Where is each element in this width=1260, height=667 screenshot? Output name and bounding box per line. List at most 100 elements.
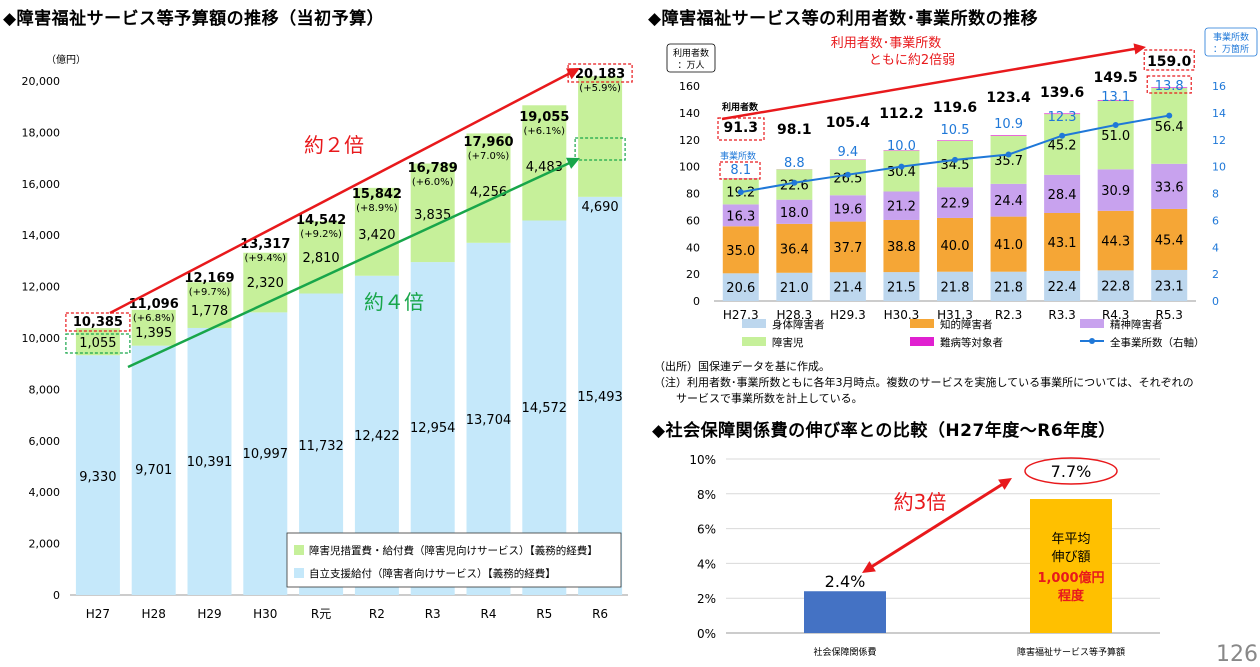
left-top-value-label: 1,778 <box>191 304 228 319</box>
right-right-y-tick: 14 <box>1212 107 1226 120</box>
right-total-label: 159.0 <box>1147 54 1192 70</box>
right-offices-label: 10.9 <box>994 117 1023 132</box>
right-segment-value-label: 43.1 <box>1048 236 1077 251</box>
right-annotation-line2: ともに約2倍弱 <box>869 53 955 68</box>
right-left-y-tick: 120 <box>679 134 700 147</box>
left-top-value-label: 4,690 <box>581 200 618 215</box>
right-offices-point <box>1059 133 1065 139</box>
right-users-label: 利用者数 <box>721 101 759 113</box>
left-base-value-label: 9,701 <box>135 463 172 478</box>
right-offices-point <box>952 157 958 163</box>
left-growth-label: (+9.7%) <box>189 287 231 298</box>
right-total-label: 149.5 <box>1094 70 1138 86</box>
right-offices-tag: 事業所数 <box>720 150 756 162</box>
bottom-y-tick: 6% <box>697 523 716 537</box>
left-unit-label: （億円） <box>46 53 86 66</box>
right-left-y-tick: 20 <box>686 268 700 281</box>
bottom-y-tick: 8% <box>697 488 716 502</box>
right-segment-value-label: 21.8 <box>941 280 970 295</box>
right-offices-point <box>791 180 797 186</box>
left-growth-label: (+9.2%) <box>300 229 342 240</box>
left-y-tick: 14,000 <box>22 229 61 242</box>
left-x-tick: H29 <box>197 607 221 621</box>
left-x-tick: R2 <box>369 607 385 621</box>
left-total-label: 19,055 <box>519 110 569 125</box>
left-growth-label: (+5.9%) <box>579 83 621 94</box>
right-left-y-tick: 40 <box>686 241 700 254</box>
left-y-tick: 20,000 <box>22 75 61 88</box>
right-right-y-tick: 10 <box>1212 161 1226 174</box>
right-segment-value-label: 56.4 <box>1155 120 1184 135</box>
right-offices-point <box>898 164 904 170</box>
right-right-unit-line1: 事業所数 <box>1213 31 1249 43</box>
left-x-tick: H28 <box>142 607 166 621</box>
right-segment-value-label: 21.0 <box>780 281 809 296</box>
right-right-y-tick: 2 <box>1212 268 1219 281</box>
right-legend-label: 知的障害者 <box>940 318 993 331</box>
right-total-label: 119.6 <box>933 100 977 116</box>
right-segment-value-label: 21.4 <box>833 281 862 296</box>
right-offices-label: 13.8 <box>1155 79 1184 94</box>
right-bar-segment <box>937 140 973 141</box>
bottom-x-label: 障害福祉サービス等予算額 <box>1017 646 1125 658</box>
right-offices-point <box>1113 122 1119 128</box>
left-growth-label: (+9.4%) <box>245 253 287 264</box>
right-left-y-tick: 0 <box>693 295 700 308</box>
right-legend-swatch <box>910 319 934 328</box>
right-offices-label: 9.4 <box>838 145 859 160</box>
page-number: 126 <box>1216 642 1258 667</box>
right-left-y-tick: 160 <box>679 80 700 93</box>
left-total-label: 14,542 <box>296 213 346 228</box>
right-legend-label: 身体障害者 <box>772 318 825 331</box>
left-top-value-label: 2,810 <box>302 251 339 266</box>
right-total-label: 105.4 <box>826 115 871 131</box>
right-total-label: 91.3 <box>724 120 759 136</box>
left-top-value-label: 4,256 <box>470 185 507 200</box>
bottom-value-label-1: 2.4% <box>825 572 866 591</box>
right-legend-label: 難病等対象者 <box>940 336 1003 349</box>
left-y-tick: 16,000 <box>22 178 61 191</box>
bottom-y-tick: 2% <box>697 592 716 606</box>
right-segment-value-label: 22.4 <box>1048 280 1077 295</box>
right-offices-label: 8.8 <box>784 156 805 171</box>
right-legend-swatch <box>1080 319 1104 328</box>
left-base-value-label: 10,997 <box>243 447 289 462</box>
right-legend-line-marker <box>1089 338 1095 344</box>
left-total-label: 17,960 <box>463 135 513 150</box>
right-offices-label: 8.1 <box>730 163 751 178</box>
right-legend-swatch <box>742 319 766 328</box>
right-right-unit-line2: ：万箇所 <box>1213 43 1249 55</box>
right-offices-label: 10.0 <box>887 139 916 154</box>
left-x-tick: R元 <box>311 607 331 621</box>
bottom-inner-line3: 1,000億円 <box>1037 570 1104 586</box>
right-legend-label: 精神障害者 <box>1110 318 1163 331</box>
right-right-y-tick: 16 <box>1212 80 1226 93</box>
right-segment-value-label: 51.0 <box>1101 129 1130 144</box>
right-segment-value-label: 38.8 <box>887 240 916 255</box>
bottom-value-label-2: 7.7% <box>1051 462 1092 481</box>
right-offices-point <box>1166 113 1172 119</box>
left-top-value-label: 2,320 <box>247 276 284 291</box>
right-x-tick: R2.3 <box>995 308 1022 322</box>
growth-comparison-chart: 0%2%4%6%8%10%社会保障関係費障害福祉サービス等予算額2.4%7.7%… <box>689 453 1160 658</box>
right-right-y-tick: 6 <box>1212 214 1219 227</box>
right-bar-segment <box>991 135 1027 136</box>
left-growth-label: (+6.8%) <box>133 313 175 324</box>
left-y-tick: 18,000 <box>22 126 61 139</box>
bottom-bar <box>1030 499 1112 633</box>
right-legend-label: 障害児 <box>772 336 804 349</box>
right-right-y-tick: 0 <box>1212 295 1219 308</box>
right-segment-value-label: 20.6 <box>726 281 755 296</box>
left-y-tick: 12,000 <box>22 281 61 294</box>
left-y-tick: 6,000 <box>29 435 61 448</box>
left-base-value-label: 12,422 <box>354 429 400 444</box>
left-x-tick: R4 <box>481 607 497 621</box>
right-segment-value-label: 22.9 <box>941 197 970 212</box>
left-base-value-label: 13,704 <box>466 413 512 428</box>
left-legend-swatch-child <box>294 545 304 555</box>
right-offices-point <box>845 172 851 178</box>
right-segment-value-label: 19.6 <box>833 202 862 217</box>
left-base-value-label: 10,391 <box>187 455 233 470</box>
right-right-y-tick: 12 <box>1212 134 1226 147</box>
right-segment-value-label: 16.3 <box>726 209 755 224</box>
